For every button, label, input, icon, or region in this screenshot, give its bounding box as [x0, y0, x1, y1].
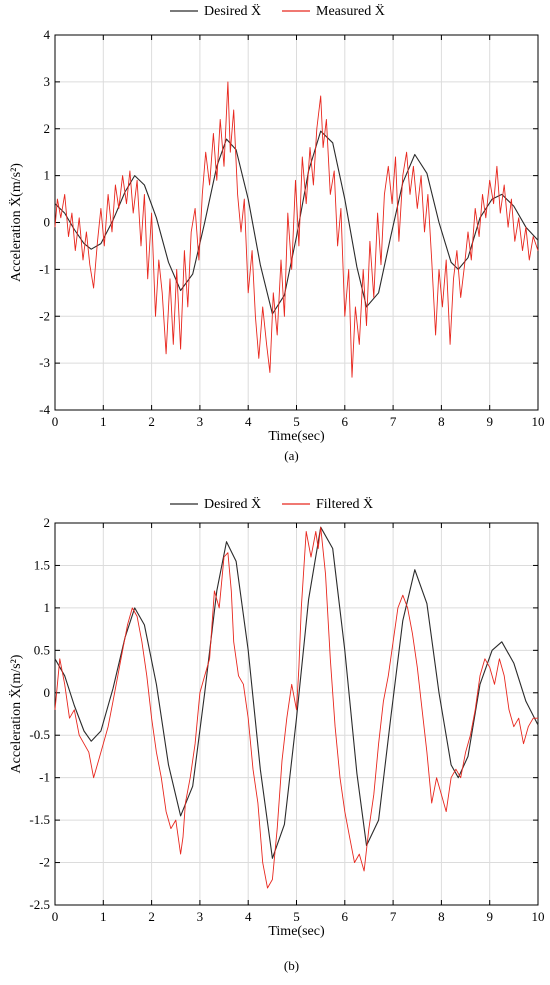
x-tick-label: 6: [342, 909, 349, 924]
x-tick-label: 1: [100, 909, 107, 924]
x-tick-label: 4: [245, 909, 252, 924]
legend-entry: Desired Ẍ: [204, 2, 261, 19]
legend-entry: Filtered Ẍ: [316, 495, 373, 512]
y-tick-label: 0.5: [34, 642, 50, 657]
y-tick-label: 2: [44, 121, 51, 136]
x-tick-label: 7: [390, 414, 397, 429]
y-tick-label: 3: [44, 74, 51, 89]
y-tick-label: -3: [39, 355, 50, 370]
y-axis-label: Acceleration Ẍ(m/s²): [7, 163, 24, 282]
x-tick-label: 9: [486, 909, 493, 924]
x-tick-label: 0: [52, 414, 59, 429]
y-tick-label: 1: [44, 600, 51, 615]
y-tick-label: 1.5: [34, 557, 50, 572]
x-tick-label: 1: [100, 414, 107, 429]
series-line-desired: [54, 130, 539, 315]
legend: Desired Ẍ Measured Ẍ: [170, 2, 385, 19]
y-tick-label: -2: [39, 855, 50, 870]
y-tick-label: -2: [39, 308, 50, 323]
y-tick-label: -2.5: [29, 897, 50, 912]
x-tick-label: 3: [197, 909, 204, 924]
x-tick-label: 0: [52, 909, 59, 924]
chart-panel-a: 0 1 2 3 4 5 6 7 8 9 10 -4 -3 -2 -1 0 1 2 3 4 Time(sec) Accele…: [7, 2, 545, 463]
x-tick-label: 8: [438, 414, 445, 429]
series-line-desired: [54, 526, 539, 859]
legend-entry: Measured Ẍ: [316, 2, 385, 19]
x-tick-label: 7: [390, 909, 397, 924]
x-tick-label: 2: [148, 909, 155, 924]
y-tick-label: 2: [44, 515, 51, 530]
series-line-filtered: [54, 526, 538, 889]
y-tick-label: 0: [44, 215, 51, 230]
y-axis-label: Acceleration Ẍ(m/s²): [7, 654, 24, 773]
panel-caption: (a): [284, 448, 298, 463]
panel-caption: (b): [284, 958, 299, 973]
x-tick-label: 5: [293, 909, 300, 924]
y-tick-label: 0: [44, 685, 51, 700]
x-tick-label: 9: [486, 414, 493, 429]
y-tick-label: 4: [44, 27, 51, 42]
x-tick-label: 5: [293, 414, 300, 429]
x-axis-label: Time(sec): [268, 429, 325, 444]
series-line-measured: [54, 81, 539, 378]
x-tick-label: 2: [148, 414, 155, 429]
y-tick-label: -1: [39, 261, 50, 276]
y-tick-label: 1: [44, 168, 51, 183]
x-tick-label: 3: [197, 414, 204, 429]
x-tick-label: 4: [245, 414, 252, 429]
x-tick-label: 10: [532, 414, 545, 429]
y-tick-label: -0.5: [29, 727, 50, 742]
legend: Desired Ẍ Filtered Ẍ: [170, 495, 373, 512]
grid: [54, 34, 539, 411]
chart-panel-b: 0 1 2 3 4 5 6 7 8 9 10 -2.5 -2 -1.5 -1 -0.5 0 0.5 1 1.5 2 Tim…: [7, 495, 545, 973]
x-tick-label: 10: [532, 909, 545, 924]
x-tick-label: 6: [342, 414, 349, 429]
y-tick-label: -4: [39, 402, 50, 417]
legend-entry: Desired Ẍ: [204, 495, 261, 512]
y-tick-label: -1.5: [29, 812, 50, 827]
x-axis-label: Time(sec): [268, 924, 325, 939]
x-tick-label: 8: [438, 909, 445, 924]
y-tick-label: -1: [39, 770, 50, 785]
